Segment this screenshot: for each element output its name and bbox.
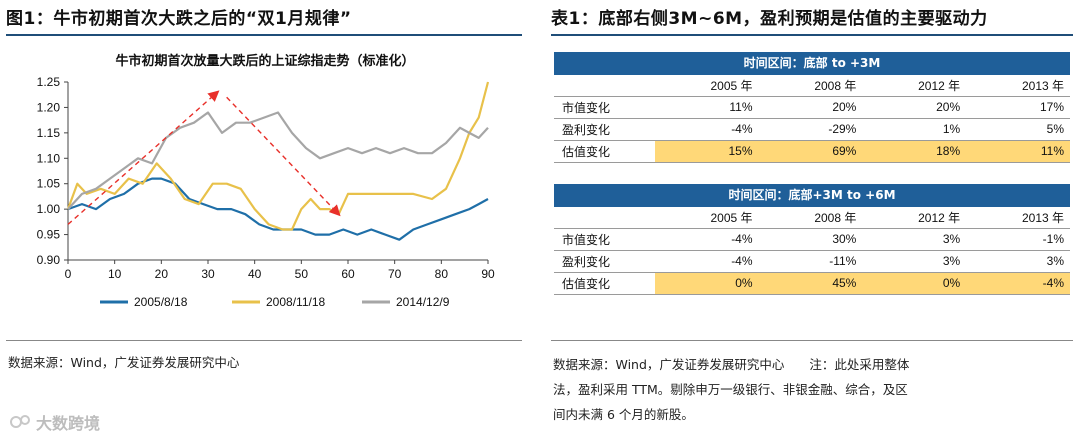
table-cell: -11%: [758, 250, 863, 273]
source-line: 数据来源：Wind，广发证券发展研究中心 注：此处采用整体: [553, 357, 910, 372]
row-label: 盈利变化: [554, 118, 655, 141]
table-bottom-rule: [551, 340, 1073, 341]
x-tick-label: 90: [481, 267, 495, 281]
y-tick-label: 1.10: [37, 151, 61, 165]
y-tick-label: 0.90: [37, 253, 61, 267]
y-tick-label: 0.95: [37, 228, 61, 242]
x-tick-label: 50: [295, 267, 309, 281]
corner-cell: [554, 206, 655, 229]
table-cell: -4%: [654, 250, 759, 273]
figure-title: 图1：牛市初期首次大跌之后的“双1月规律”: [6, 9, 352, 29]
y-tick-label: 1.15: [37, 126, 61, 140]
x-tick-label: 40: [248, 267, 262, 281]
table-row: 盈利变化 -4% -11% 3% 3%: [554, 250, 1070, 273]
year-header: 2005 年: [654, 74, 759, 97]
series-line-2014/12/9: [67, 111, 489, 210]
year-header: 2012 年: [862, 206, 967, 229]
table-cell: -4%: [654, 118, 759, 141]
data-table-section-1: 时间区间：底部 to +3M 2005 年 2008 年 2012 年 2013…: [554, 52, 1070, 163]
source-line: 间内未满 6 个月的新股。: [553, 407, 694, 422]
table-cell: 0%: [654, 272, 759, 295]
row-label: 盈利变化: [554, 250, 655, 273]
row-label: 市值变化: [554, 96, 655, 119]
x-tick-label: 20: [155, 267, 169, 281]
source-line: 法，盈利采用 TTM。剔除申万一级银行、非银金融、综合，及区: [553, 382, 908, 397]
table-cell: -4%: [654, 228, 759, 251]
watermark-logo-icon: [10, 415, 30, 428]
table-row: 盈利变化 -4% -29% 1% 5%: [554, 118, 1070, 141]
x-tick-label: 60: [341, 267, 355, 281]
table-cell: 18%: [862, 140, 967, 163]
table-cell: 1%: [862, 118, 967, 141]
x-tick-label: 80: [435, 267, 449, 281]
table-cell: 17%: [966, 96, 1070, 119]
trend-arrow: [67, 90, 220, 225]
table-cell: 3%: [966, 250, 1070, 273]
corner-cell: [554, 74, 655, 97]
table-row-highlighted: 估值变化 0% 45% 0% -4%: [554, 272, 1070, 295]
table-title: 表1：底部右侧3M~6M，盈利预期是估值的主要驱动力: [551, 9, 988, 29]
table-cell: 11%: [966, 140, 1070, 163]
table-cell: -1%: [966, 228, 1070, 251]
section-header: 时间区间：底部+3M to +6M: [554, 184, 1070, 207]
table-source-note: 数据来源：Wind，广发证券发展研究中心 注：此处采用整体 法，盈利采用 TTM…: [553, 352, 1073, 427]
x-tick-label: 30: [201, 267, 215, 281]
table-cell: 20%: [758, 96, 863, 119]
year-header: 2013 年: [966, 74, 1070, 97]
trend-arrow: [226, 96, 341, 217]
table-cell: 3%: [862, 228, 967, 251]
x-tick-label: 0: [65, 267, 72, 281]
y-tick-label: 1.25: [37, 75, 61, 89]
table-row: 市值变化 11% 20% 20% 17%: [554, 96, 1070, 119]
table-cell: 3%: [862, 250, 967, 273]
y-tick-label: 1.00: [37, 202, 61, 216]
table-cell: 20%: [862, 96, 967, 119]
data-table-section-2: 时间区间：底部+3M to +6M 2005 年 2008 年 2012 年 2…: [554, 184, 1070, 295]
table-panel: 表1：底部右侧3M~6M，盈利预期是估值的主要驱动力 时间区间：底部 to +3…: [545, 0, 1080, 441]
table-cell: 15%: [654, 140, 759, 163]
year-header: 2012 年: [862, 74, 967, 97]
year-header: 2013 年: [966, 206, 1070, 229]
figure-source: 数据来源：Wind，广发证券发展研究中心: [8, 355, 240, 370]
y-tick-label: 1.20: [37, 100, 61, 114]
line-chart: 0.90 0.95 1.00 1.05 1.10 1.15 1.20 1.25 0 10 20 30 4…: [37, 75, 495, 309]
x-tick-label: 70: [388, 267, 402, 281]
table-row: 市值变化 -4% 30% 3% -1%: [554, 228, 1070, 251]
table-cell: 69%: [758, 140, 863, 163]
table-row-highlighted: 估值变化 15% 69% 18% 11%: [554, 140, 1070, 163]
section-header: 时间区间：底部 to +3M: [554, 52, 1070, 75]
row-label: 估值变化: [554, 272, 655, 295]
table-cell: 30%: [758, 228, 863, 251]
watermark-text: 大数跨境: [36, 414, 101, 433]
table-cell: 45%: [758, 272, 863, 295]
series-line-2005/8/18: [67, 177, 489, 241]
figure-bottom-rule: [6, 340, 522, 341]
y-tick-label: 1.05: [37, 177, 61, 191]
table-cell: 0%: [862, 272, 967, 295]
year-header: 2005 年: [654, 206, 759, 229]
table-title-rule: [551, 34, 1073, 36]
year-header: 2008 年: [758, 74, 863, 97]
table-cell: -29%: [758, 118, 863, 141]
year-header: 2008 年: [758, 206, 863, 229]
table-cell: 5%: [966, 118, 1070, 141]
series-line-2008/11/18: [66, 81, 490, 231]
legend-label: 2008/11/18: [266, 295, 325, 309]
row-label: 市值变化: [554, 228, 655, 251]
watermark: 大数跨境: [10, 410, 100, 434]
row-label: 估值变化: [554, 140, 655, 163]
chart-title: 牛市初期首次放量大跌后的上证综指走势（标准化）: [115, 54, 415, 69]
table-cell: -4%: [966, 272, 1070, 295]
legend-label: 2014/12/9: [396, 295, 450, 309]
x-tick-label: 10: [108, 267, 122, 281]
figure-panel: 图1：牛市初期首次大跌之后的“双1月规律” 牛市初期首次放量大跌后的上证综指走势…: [0, 0, 530, 441]
figure-title-rule: [6, 34, 522, 36]
legend-label: 2005/8/18: [134, 295, 188, 309]
table-cell: 11%: [654, 96, 759, 119]
